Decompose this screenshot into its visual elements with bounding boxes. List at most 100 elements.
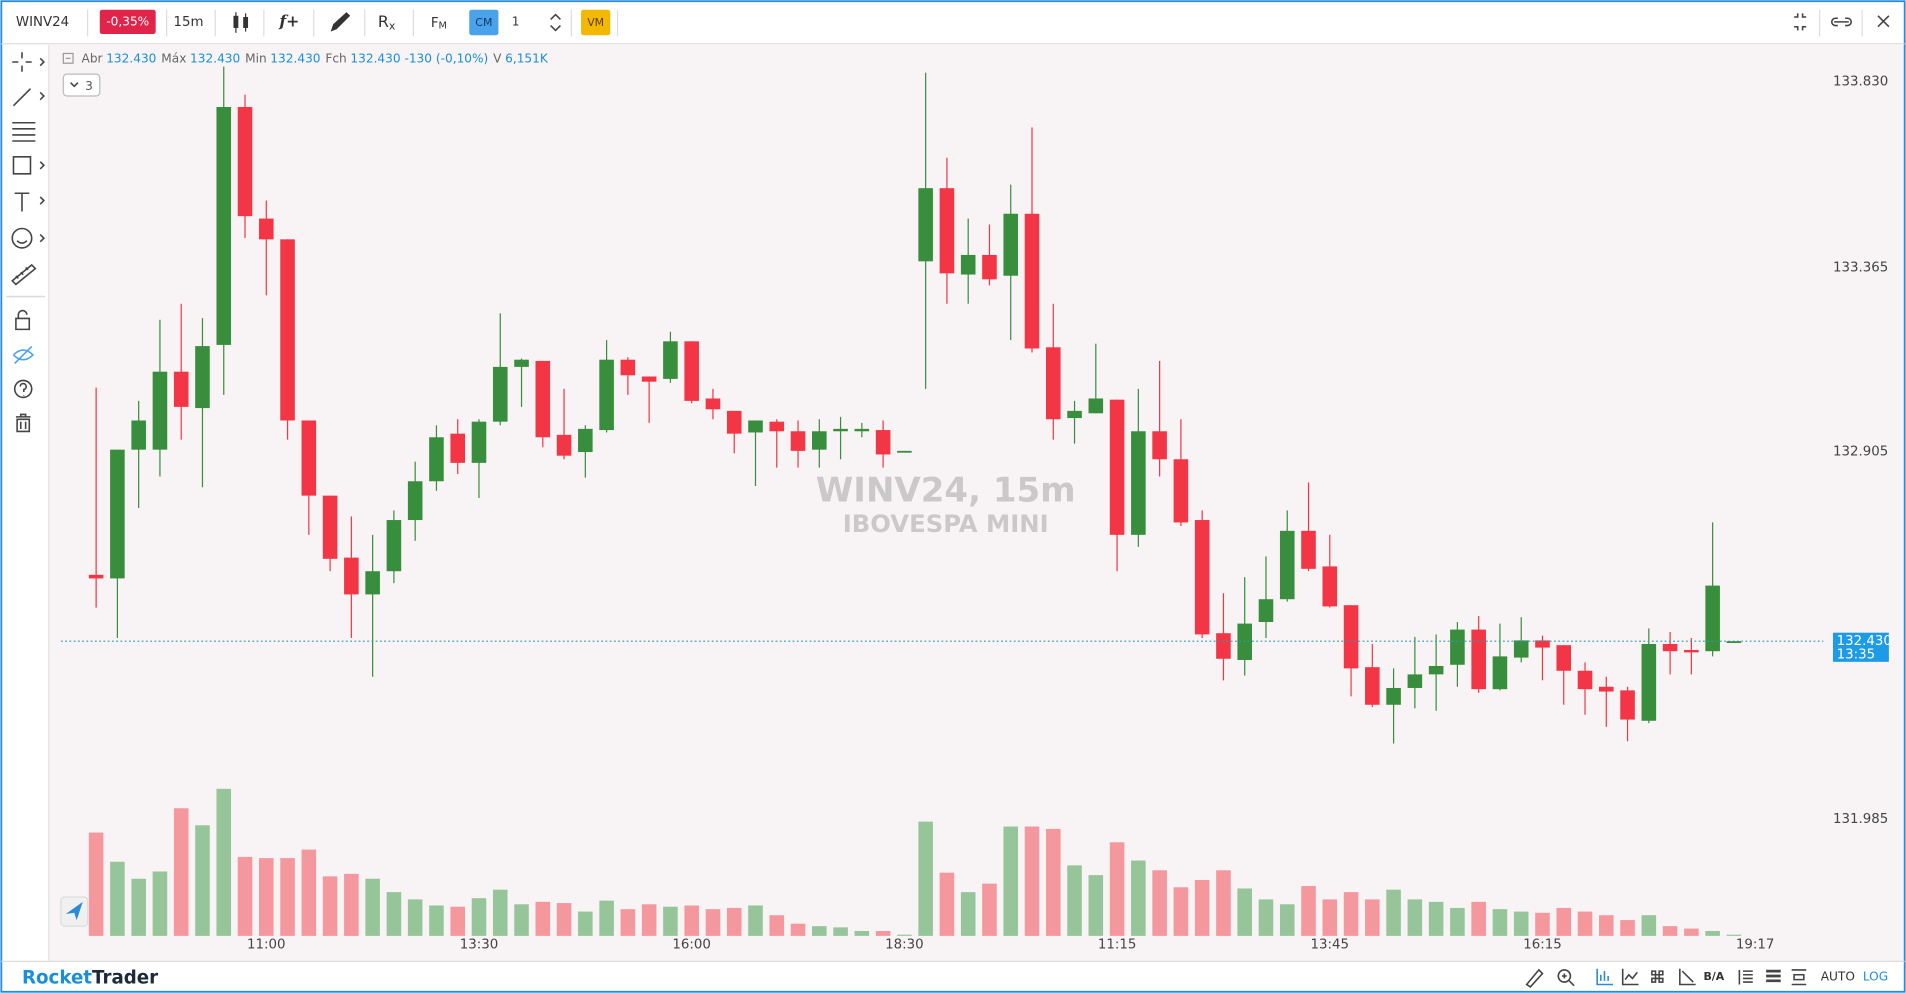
ruler-button[interactable]: [1525, 968, 1544, 988]
symbol[interactable]: WINV24: [16, 15, 69, 30]
indicator-panel-button[interactable]: [1621, 968, 1639, 986]
volume-bar: [1598, 915, 1614, 936]
volume-bar: [556, 903, 572, 936]
emoji-tool[interactable]: [16, 234, 45, 244]
shape-tool[interactable]: [12, 155, 45, 175]
candle-body: [535, 360, 551, 438]
last-price-box: [1832, 632, 1889, 662]
font-label: F: [431, 16, 439, 31]
legend-label: Abr: [82, 51, 103, 65]
log-scale[interactable]: LOG: [1863, 970, 1888, 984]
volume-bar: [365, 878, 380, 936]
volume-bar: [173, 808, 189, 936]
legend-value: 132.430: [270, 51, 320, 65]
volume-bar: [726, 907, 742, 936]
fit-button[interactable]: [1794, 13, 1807, 31]
volume-bar: [705, 909, 721, 936]
candle-body: [1152, 431, 1167, 460]
fib-tool[interactable]: [12, 121, 36, 142]
legend-toggle[interactable]: [62, 52, 74, 64]
legend-label: V: [493, 51, 502, 65]
candle-body: [301, 420, 317, 496]
candle-body: [1641, 643, 1657, 721]
volume-bar: [1045, 828, 1061, 936]
link-button[interactable]: [1830, 17, 1852, 27]
candle-body: [1577, 670, 1593, 690]
x-tick-label: 16:00: [672, 937, 710, 952]
volume-bar: [429, 905, 444, 936]
chart-type-button[interactable]: [233, 12, 249, 33]
candle-body: [1598, 686, 1614, 692]
vm-badge[interactable]: [581, 9, 611, 36]
volume-bar: [1173, 887, 1189, 936]
grid-button[interactable]: [1651, 970, 1664, 983]
candle-body: [173, 371, 189, 407]
close-button[interactable]: [1877, 15, 1890, 28]
positions-button[interactable]: [1791, 969, 1807, 986]
volume-bar: [258, 858, 274, 936]
interval-button[interactable]: 15m: [173, 15, 203, 30]
lock-tool[interactable]: [15, 309, 31, 331]
collapse-box[interactable]: [62, 73, 101, 97]
volume-bar: [1662, 926, 1678, 936]
cm-badge[interactable]: [469, 9, 499, 36]
volume-bar: [854, 931, 870, 936]
candle-body: [1535, 640, 1550, 648]
volume-bar: [1343, 892, 1359, 936]
volume-bar: [1237, 888, 1252, 936]
cm-label: CM: [475, 16, 492, 29]
volume-bar: [1365, 899, 1380, 936]
help-tool[interactable]: [19, 382, 28, 396]
draw-button[interactable]: [330, 12, 351, 32]
candle-body: [748, 420, 763, 433]
candle-body: [1216, 633, 1231, 659]
candle-body: [1450, 629, 1465, 665]
line-tool[interactable]: [12, 88, 45, 107]
delete-tool[interactable]: [15, 413, 31, 433]
zoom-button[interactable]: [1561, 973, 1575, 987]
hide-tool[interactable]: [12, 345, 35, 364]
candle-body: [1428, 665, 1444, 675]
candle-body: [1343, 605, 1359, 669]
quantity[interactable]: 1: [512, 14, 520, 28]
volume-bar: [1067, 865, 1082, 936]
x-tick-label: 13:30: [460, 937, 499, 952]
volume-button[interactable]: [1596, 968, 1613, 986]
brand: RocketTrader: [22, 967, 158, 988]
volume-bar: [1024, 826, 1040, 936]
ruler-tool[interactable]: [11, 263, 37, 286]
book-toggle[interactable]: B/A: [1703, 970, 1724, 983]
candle-body: [216, 106, 232, 345]
legend-value: 6,151K: [505, 51, 549, 65]
legend-label: Fch: [325, 51, 346, 65]
left-toolbar: [6, 52, 46, 433]
crosshair-tool[interactable]: [12, 52, 45, 72]
orders-button[interactable]: [1766, 969, 1781, 983]
font-button[interactable]: FM: [431, 16, 447, 31]
candle-body: [492, 366, 508, 422]
volume-bar: [1279, 904, 1295, 936]
remove-button[interactable]: Rx: [378, 11, 396, 32]
book-button[interactable]: [1738, 969, 1753, 985]
volume-bar: [1620, 920, 1635, 936]
volume-bar: [1471, 901, 1486, 936]
candle-body: [875, 430, 891, 455]
candle-body: [1301, 530, 1316, 569]
candle-body: [195, 346, 210, 409]
candle-body: [726, 410, 742, 434]
candle-body: [471, 421, 487, 463]
volume-bar: [301, 849, 317, 936]
auto-scale[interactable]: AUTO: [1821, 970, 1855, 984]
indicator-button[interactable]: f+: [278, 11, 299, 30]
candle-body: [918, 188, 933, 262]
candle-body: [641, 376, 657, 382]
candle-body: [599, 359, 614, 431]
text-tool[interactable]: [14, 192, 45, 212]
y-tick-label: 132.905: [1833, 444, 1888, 459]
volume-bar: [684, 905, 699, 936]
quantity-spinner[interactable]: [550, 13, 561, 32]
volume-bar: [663, 906, 678, 936]
scale-button[interactable]: [1679, 968, 1696, 986]
